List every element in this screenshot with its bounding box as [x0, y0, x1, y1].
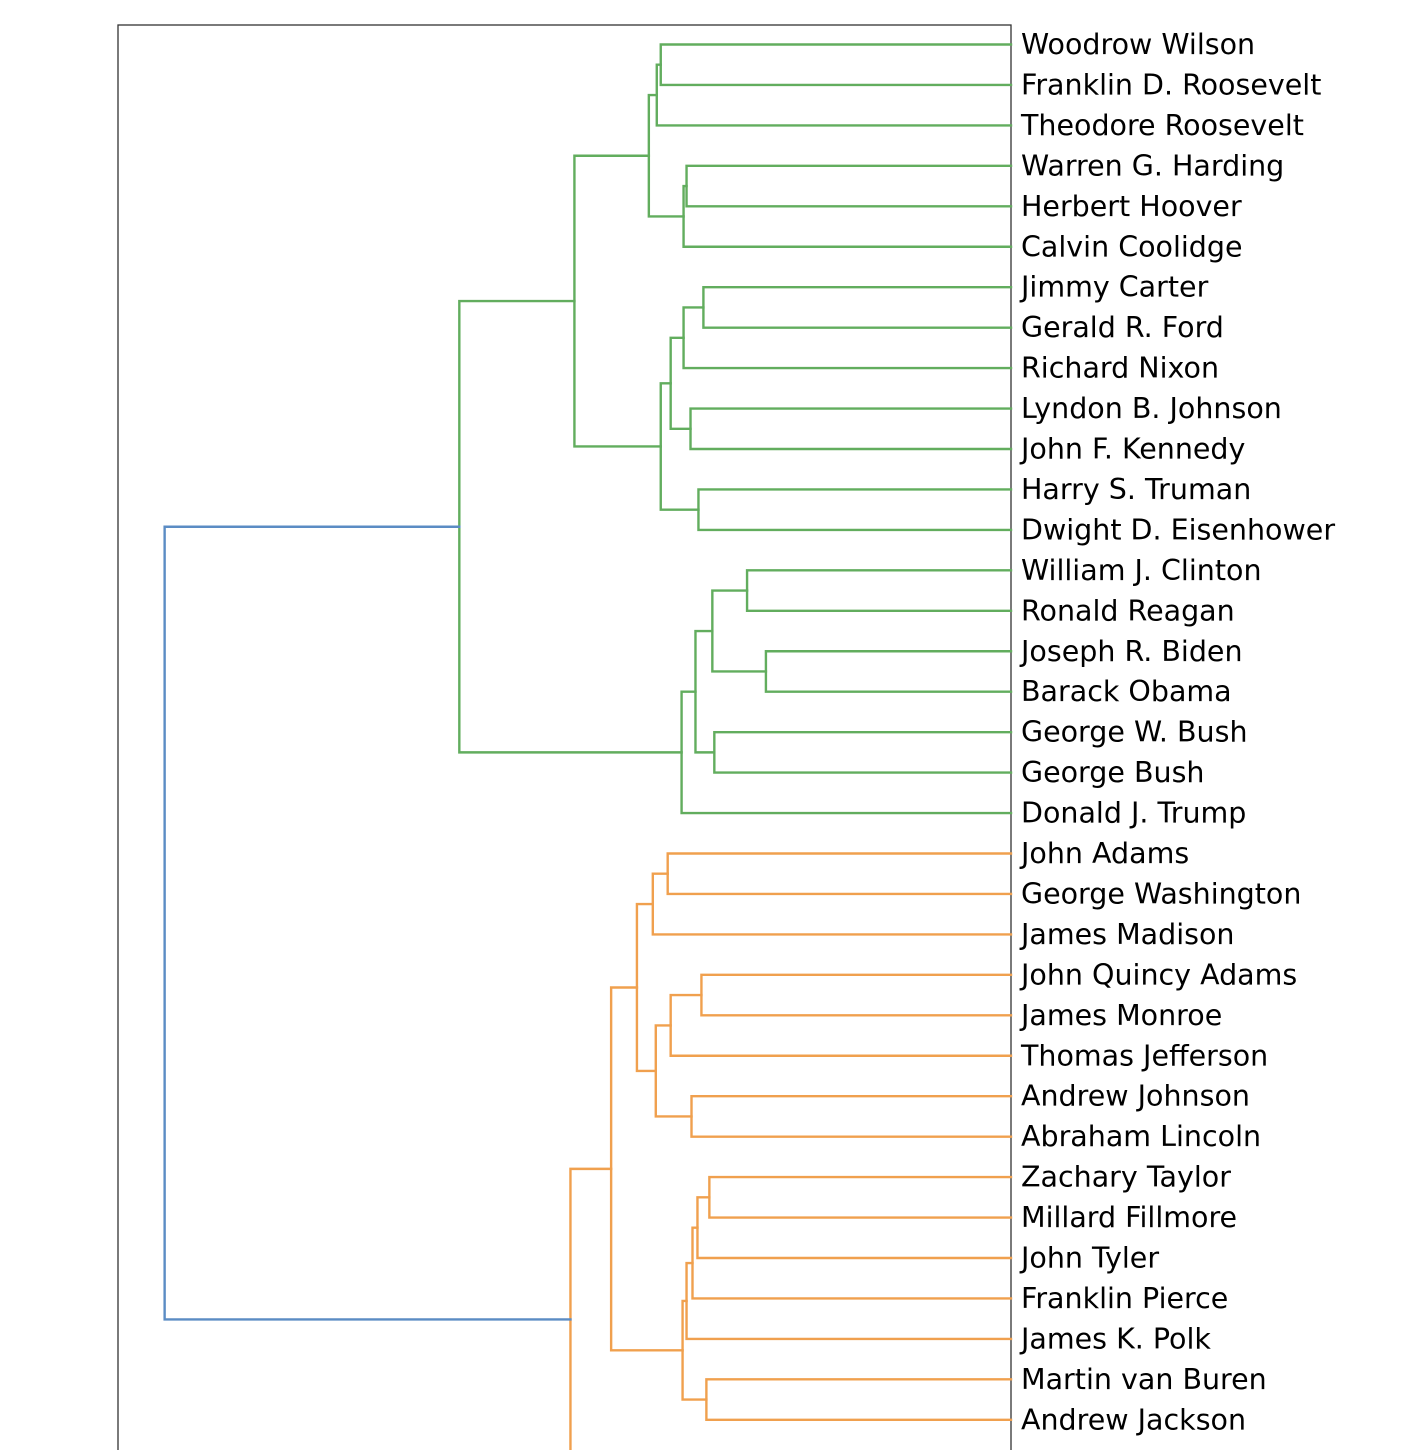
leaf-label: Theodore Roosevelt [1020, 109, 1304, 142]
dendrogram-link-g1 [659, 43, 1013, 87]
dendrogram-links [163, 43, 1013, 1450]
dendrogram-link-g18 [680, 690, 1013, 815]
leaf-label: Herbert Hoover [1021, 190, 1242, 223]
dendrogram-link-g6 [702, 286, 1013, 329]
leaf-label: Lyndon B. Johnson [1021, 392, 1282, 425]
dendrogram-link-g15 [711, 589, 768, 673]
leaf-label: George Bush [1021, 756, 1204, 789]
dendrogram-link-o9 [696, 1196, 1013, 1260]
dendrogram-link-g14 [764, 650, 1013, 693]
leaf-label: George W. Bush [1021, 716, 1248, 749]
dendrogram-link-g2 [655, 63, 1013, 127]
leaf-label: George Washington [1021, 877, 1301, 910]
leaf-label: Ronald Reagan [1021, 594, 1235, 627]
dendrogram-link-b1 [163, 525, 572, 1321]
leaf-label: John F. Kennedy [1019, 433, 1246, 466]
dendrogram-link-o12 [705, 1378, 1013, 1421]
dendrogram-link-g11 [659, 382, 700, 511]
dendrogram-link-g16 [713, 730, 1013, 774]
leaf-label: John Quincy Adams [1019, 958, 1297, 991]
dendrogram-link-o1 [666, 852, 1013, 896]
dendrogram-link-o11 [685, 1261, 1013, 1341]
leaf-label: Joseph R. Biden [1019, 635, 1243, 668]
dendrogram-link-o2 [651, 872, 1013, 936]
dendrogram-link-o8 [708, 1175, 1013, 1219]
dendrogram-link-g3 [685, 164, 1013, 208]
leaf-label: William J. Clinton [1021, 554, 1262, 587]
dendrogram-link-o3 [700, 973, 1013, 1017]
leaf-label: Warren G. Harding [1021, 149, 1284, 182]
leaf-label: Richard Nixon [1021, 352, 1219, 385]
dendrogram-link-o4 [669, 993, 1013, 1057]
dendrogram-link-g19 [458, 299, 683, 754]
leaf-label: Franklin D. Roosevelt [1021, 68, 1321, 101]
dendrogram-link-o6 [654, 1024, 693, 1118]
plot-frame [117, 24, 1012, 1450]
dendrogram-link-o15 [569, 1167, 613, 1450]
leaf-label: James K. Polk [1019, 1322, 1211, 1355]
leaf-label: James Monroe [1019, 999, 1222, 1032]
leaf-label: Dwight D. Eisenhower [1021, 513, 1335, 546]
leaf-label: Millard Fillmore [1021, 1201, 1237, 1234]
leaf-label: Woodrow Wilson [1021, 28, 1255, 61]
leaf-label: Harry S. Truman [1021, 473, 1251, 506]
leaf-label: Martin van Buren [1021, 1363, 1267, 1396]
leaf-label: Zachary Taylor [1021, 1161, 1231, 1194]
dendrogram-link-g9 [669, 336, 692, 430]
dendrogram-link-o5 [690, 1095, 1013, 1138]
leaf-labels: Woodrow Wilson Franklin D. Roosevelt Theod… [1019, 28, 1335, 1436]
leaf-label: Jimmy Carter [1019, 271, 1209, 304]
leaf-label: Barack Obama [1021, 675, 1232, 708]
dendrogram-link-g8 [689, 407, 1013, 451]
leaf-label: Gerald R. Ford [1021, 311, 1224, 344]
leaf-label: James Madison [1019, 918, 1235, 951]
leaf-label: John Tyler [1019, 1242, 1159, 1275]
dendrogram-link-g13 [745, 569, 1013, 612]
leaf-label: Abraham Lincoln [1021, 1120, 1261, 1153]
dendrogram-link-g10 [697, 488, 1013, 532]
leaf-label: Andrew Jackson [1021, 1403, 1246, 1436]
leaf-label: Franklin Pierce [1021, 1282, 1228, 1315]
dendrogram-link-o10 [691, 1226, 1013, 1300]
leaf-label: Calvin Coolidge [1021, 230, 1243, 263]
leaf-label: Thomas Jefferson [1020, 1039, 1268, 1072]
leaf-label: Andrew Johnson [1021, 1080, 1250, 1113]
dendrogram-link-g5 [647, 93, 685, 218]
dendrogram-link-g7 [682, 306, 1013, 370]
leaf-label: Donald J. Trump [1021, 797, 1246, 830]
leaf-label: John Adams [1019, 837, 1189, 870]
dendrogram-link-g4 [682, 184, 1013, 248]
